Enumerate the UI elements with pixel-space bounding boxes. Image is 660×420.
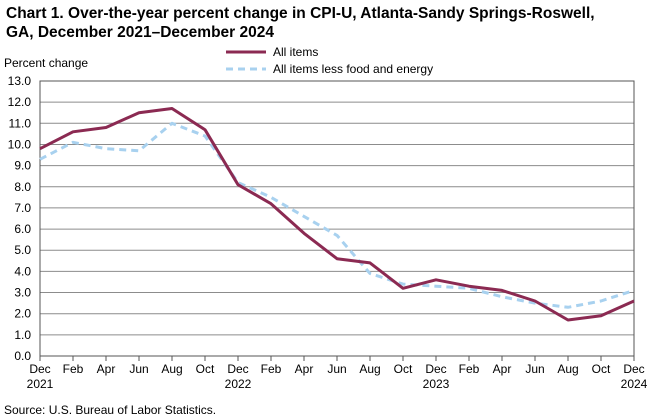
axes: 0.0 1.0 2.0 3.0 4.0 5.0 6.0 7.0 8.0 9.0 10.0 11.0 12… [8,74,648,391]
x-tick-label: Jun [525,362,544,376]
y-tick-label: 4.0 [14,264,31,278]
x-tick-label: Oct [394,362,413,376]
legend-label: All items less food and energy [273,62,433,76]
x-tick-label: Dec [425,362,446,376]
x-tick-label: Apr [493,362,512,376]
y-tick-label: 12.0 [8,95,32,109]
x-tick-year-label: 2022 [225,377,252,391]
y-axis-label: Percent change [4,56,88,70]
x-tick-label: Dec [623,362,644,376]
gridlines [40,80,634,357]
y-tick-label: 1.0 [14,328,31,342]
x-tick-label: Jun [327,362,346,376]
x-tick-label: Feb [63,362,84,376]
x-tick-label: Jun [129,362,148,376]
x-tick-label: Oct [196,362,215,376]
x-tick-label: Aug [557,362,578,376]
series-lines [39,107,635,322]
x-tick-year-label: 2021 [27,377,54,391]
chart-title-line-2: GA, December 2021–December 2024 [6,24,274,41]
x-tick-label: Aug [359,362,380,376]
series-line-all-items-less-food-energy [39,121,635,309]
x-tick-label: Aug [161,362,182,376]
y-tick-label: 6.0 [14,222,31,236]
y-tick-label: 7.0 [14,201,31,215]
legend-label: All items [273,45,318,59]
y-tick-label: 2.0 [14,307,31,321]
y-tick-label: 10.0 [8,137,32,151]
y-tick-label: 11.0 [9,116,32,130]
x-tick-label: Feb [261,362,282,376]
y-tick-label: 3.0 [14,286,31,300]
source-note: Source: U.S. Bureau of Labor Statistics. [4,403,217,417]
x-tick-label: Apr [295,362,314,376]
x-tick-label: Oct [592,362,611,376]
x-tick-label: Feb [459,362,480,376]
y-tick-label: 8.0 [14,180,31,194]
x-tick-label: Dec [29,362,50,376]
legend: All items All items less food and energy [226,45,433,76]
x-tick-year-label: 2024 [621,377,648,391]
y-tick-label: 0.0 [14,349,31,363]
x-tick-label: Dec [227,362,248,376]
series-line-all-items [39,107,635,322]
chart-title-line-1: Chart 1. Over-the-year percent change in… [6,5,595,22]
x-tick-label: Apr [97,362,116,376]
chart-title: Chart 1. Over-the-year percent change in… [6,4,654,42]
x-tick-year-label: 2023 [423,377,450,391]
y-tick-label: 9.0 [14,159,31,173]
plot-frame [39,80,635,357]
y-tick-label: 13.0 [8,74,32,88]
y-tick-label: 5.0 [14,243,31,257]
